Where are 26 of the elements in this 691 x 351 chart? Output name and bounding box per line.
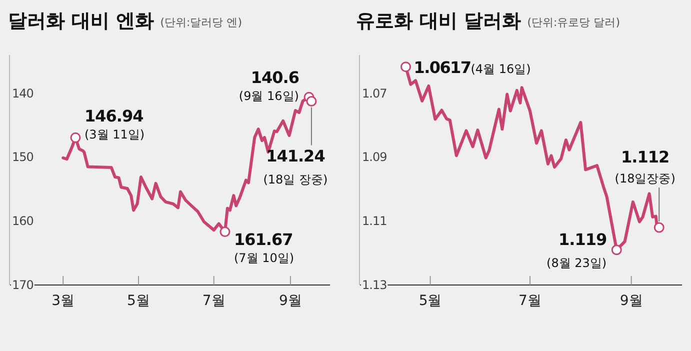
x-tick-label: 7월 <box>518 293 542 309</box>
y-tick-label: 160 <box>12 214 34 228</box>
y-tick-label: 1.09 <box>362 150 387 164</box>
chart-subtitle: (단위:유로당 달러) <box>527 16 620 29</box>
annotation: 1.0617(4월 16일) <box>414 58 531 77</box>
annotation: 140.6 (9월 16일) <box>238 68 300 104</box>
x-tick-label: 5월 <box>418 293 442 309</box>
annotation: 146.94 (3월 11일) <box>84 106 145 142</box>
chart-title: 유로화 대비 달러화 <box>356 10 522 32</box>
annotation: 1.119 (8월 23일) <box>546 230 607 270</box>
y-tick-label: 1.07 <box>362 86 387 100</box>
x-tick-label: 9월 <box>279 293 302 309</box>
chart-title: 달러화 대비 엔화 <box>8 10 154 32</box>
chart-subtitle: (단위:달러당 엔) <box>160 16 242 29</box>
annotation: 161.67 (7월 10일) <box>234 230 294 265</box>
annotation: 1.112 (18일장중) <box>614 148 676 186</box>
y-tick-label: 150 <box>12 150 34 164</box>
x-tick-label: 7월 <box>202 293 226 309</box>
x-tick-label: 3월 <box>52 293 75 309</box>
y-tick-label: 140 <box>12 86 34 100</box>
y-tick-label: 1.13 <box>362 278 387 292</box>
y-tick-label: 170 <box>12 278 34 292</box>
x-tick-label: 9월 <box>620 293 643 309</box>
annotation: 141.24 (18일 장중) <box>263 146 328 186</box>
y-tick-label: 1.11 <box>362 214 387 228</box>
x-tick-label: 5월 <box>127 293 150 309</box>
